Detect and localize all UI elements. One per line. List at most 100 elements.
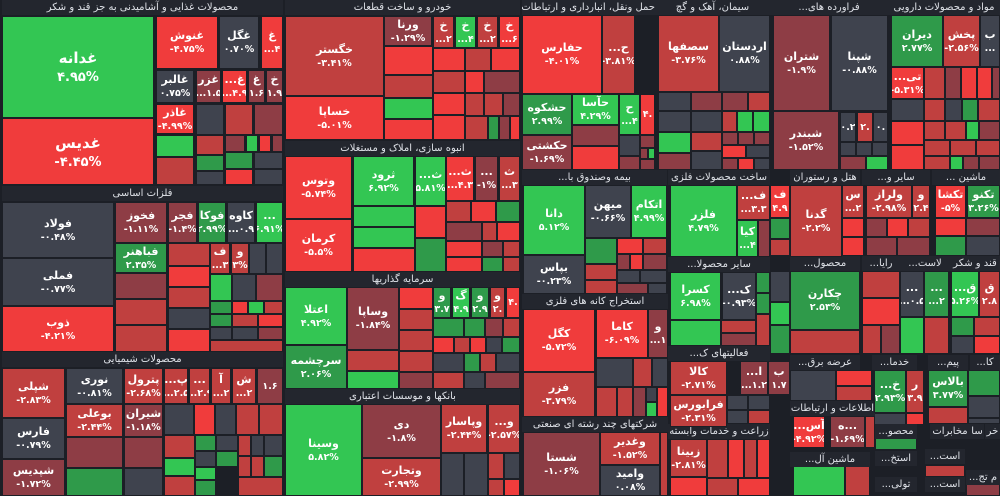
stock-tile[interactable] [691,151,722,170]
stock-tile[interactable]: وتوس -۵.۷۴% [285,156,352,219]
stock-tile[interactable] [891,121,924,145]
stock-tile[interactable]: غ... ...۴.۹ [222,70,247,103]
stock-tile[interactable] [464,453,488,496]
stock-tile[interactable] [433,372,464,389]
stock-tile[interactable] [353,206,415,227]
stock-tile[interactable] [353,248,415,272]
stock-tile[interactable] [195,435,216,451]
stock-tile[interactable] [754,132,770,145]
stock-tile[interactable] [399,351,433,372]
stock-tile[interactable] [770,302,790,325]
stock-tile[interactable] [164,404,194,435]
stock-tile[interactable] [433,115,465,140]
stock-tile[interactable] [790,330,860,354]
stock-tile[interactable]: پ... ...۲.۵ [164,368,188,404]
stock-tile[interactable] [503,257,520,272]
stock-tile[interactable] [707,478,738,496]
stock-tile[interactable]: و... -۲.۵۷% [488,404,520,453]
stock-tile[interactable] [164,435,195,458]
stock-tile[interactable] [658,153,691,170]
stock-tile[interactable] [924,156,950,170]
stock-tile[interactable]: و ۲.۴ [912,185,930,218]
stock-tile[interactable] [738,132,754,145]
stock-tile[interactable] [441,453,464,496]
stock-tile[interactable]: آ ...۲ [211,368,231,404]
stock-tile[interactable]: غ ...۴ [261,16,283,69]
stock-tile[interactable] [881,325,900,354]
stock-tile[interactable] [722,158,738,170]
stock-tile[interactable]: شپدیس -۱.۷۲% [2,459,65,496]
stock-tile[interactable]: سرچشمه ۲.۰۶% [285,345,347,389]
stock-tile[interactable] [640,270,667,283]
stock-tile[interactable] [951,317,974,336]
stock-tile[interactable] [935,236,966,256]
stock-tile[interactable] [727,395,748,410]
stock-tile[interactable] [670,320,721,346]
stock-tile[interactable]: میهن -۰.۶۶% [585,185,631,238]
stock-tile[interactable]: ح... -۳.۸۱% [602,15,635,94]
stock-tile[interactable]: فزر -۳.۷۹% [523,372,595,417]
stock-tile[interactable] [572,146,619,170]
stock-tile[interactable] [979,156,1000,170]
stock-tile[interactable]: تکشا -۵% [935,185,966,218]
stock-tile[interactable]: ق... ۵.۲۶% [951,271,979,317]
stock-tile[interactable]: فولاد -۰.۴۸% [2,202,114,258]
stock-tile[interactable] [384,98,433,119]
stock-tile[interactable] [264,301,283,314]
stock-tile[interactable] [657,387,668,417]
stock-tile[interactable] [399,309,433,330]
stock-tile[interactable]: بوعلی -۲.۴۴% [66,404,123,437]
stock-tile[interactable] [168,243,210,266]
stock-tile[interactable]: و ۳.۷ [433,287,451,318]
stock-tile[interactable]: ثرود ۶.۹۲% [353,156,414,206]
stock-tile[interactable] [353,227,415,248]
stock-tile[interactable]: چکارن ۲.۵۳% [790,271,860,330]
stock-tile[interactable]: ب... [980,15,1000,67]
stock-tile[interactable] [617,387,633,417]
stock-tile[interactable] [845,466,870,496]
stock-tile[interactable]: غدانه ۴.۹۵% [2,16,154,118]
stock-tile[interactable] [758,220,770,257]
stock-tile[interactable] [924,99,945,121]
stock-tile[interactable] [928,407,968,424]
stock-tile[interactable] [966,236,1000,256]
stock-tile[interactable]: بالاس ۳.۷۷% [928,370,968,407]
stock-tile[interactable]: تکنو ۳.۲۶% [967,185,1000,218]
stock-tile[interactable]: غ ۱.۶ [248,70,265,103]
stock-tile[interactable]: ف ۴.۹ [770,185,790,218]
stock-tile[interactable] [962,99,978,121]
stock-tile[interactable] [887,218,908,237]
stock-tile[interactable]: ۰.۲ [840,112,856,142]
stock-tile[interactable] [840,156,866,170]
stock-tile[interactable] [966,218,1000,236]
stock-tile[interactable] [640,148,648,159]
stock-tile[interactable] [770,239,790,256]
stock-tile[interactable] [945,99,962,121]
stock-tile[interactable] [963,156,979,170]
stock-tile[interactable] [722,111,737,132]
stock-tile[interactable] [488,116,499,140]
stock-tile[interactable] [258,327,283,340]
stock-tile[interactable] [862,298,900,325]
stock-tile[interactable] [232,301,248,314]
stock-tile[interactable] [482,241,503,257]
stock-tile[interactable]: فباهنر ۲.۳۵% [115,243,167,273]
stock-tile[interactable]: غالبر ۰.۷۵% [156,70,194,103]
stock-tile[interactable] [722,132,738,145]
stock-tile[interactable]: کاوه ...۰.۹ [227,202,255,243]
stock-tile[interactable]: حکشتی -۱.۶۹% [522,135,572,170]
stock-tile[interactable]: ذوب -۴.۲۱% [2,306,114,352]
stock-tile[interactable] [633,387,646,417]
stock-tile[interactable] [721,333,756,346]
stock-tile[interactable] [908,218,930,237]
stock-tile[interactable] [617,238,643,254]
stock-tile[interactable] [646,387,657,402]
stock-tile[interactable] [168,329,210,352]
stock-tile[interactable]: اردستان ۰.۸۸% [719,15,770,92]
stock-tile[interactable] [976,140,1000,156]
stock-tile[interactable] [484,93,503,116]
stock-tile[interactable]: ف... ...۳.۳ [737,185,770,220]
stock-tile[interactable]: س ...۲ [842,185,864,218]
stock-tile[interactable]: کسرا ۶.۹۸% [670,272,721,320]
stock-tile[interactable] [254,104,283,135]
